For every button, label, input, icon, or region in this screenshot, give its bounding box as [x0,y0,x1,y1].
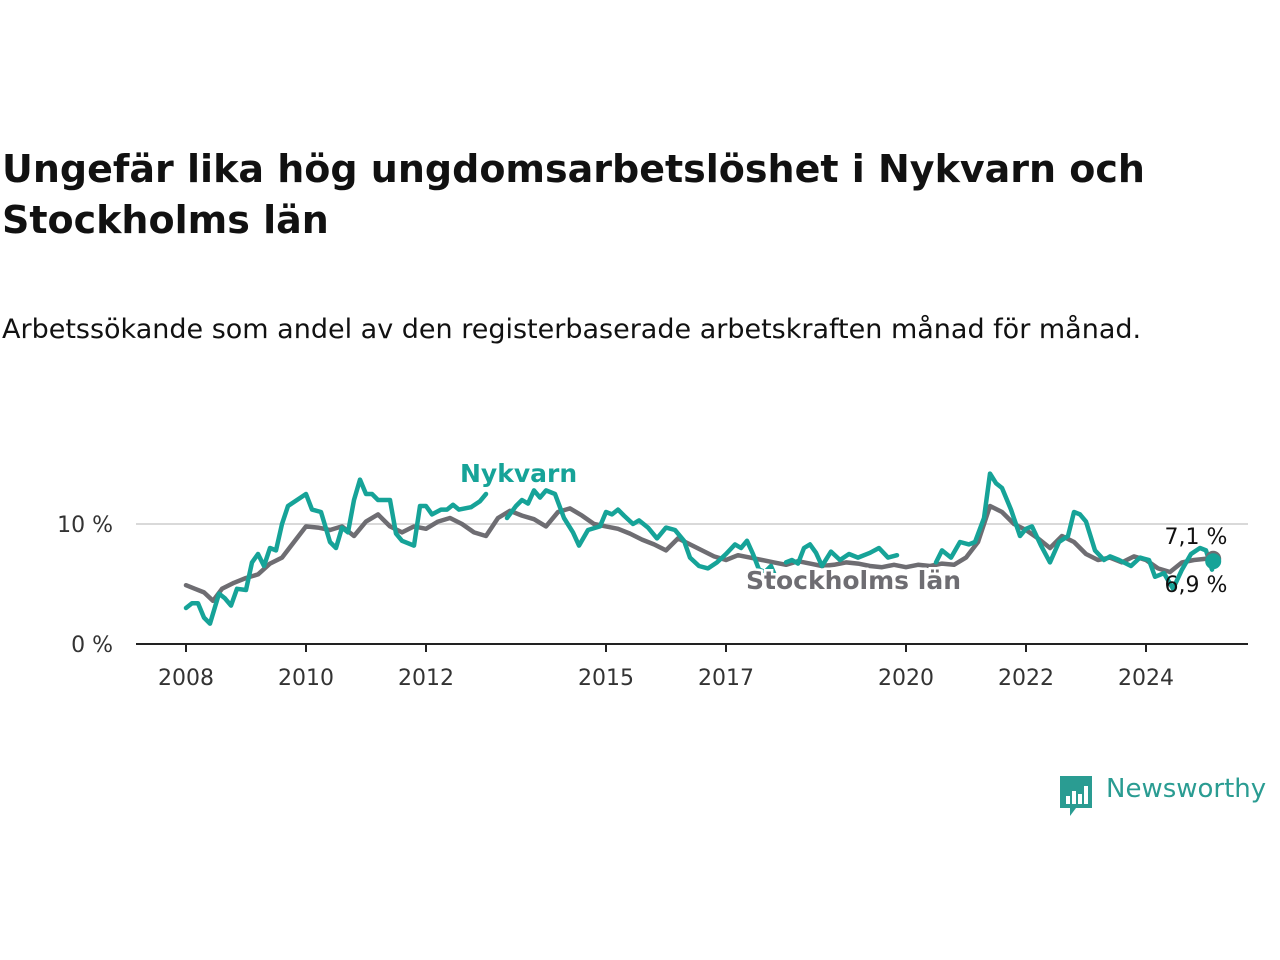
newsworthy-logo[interactable]: Newsworthy [1058,772,1280,818]
series-label-nykvarn: Nykvarn [460,459,577,488]
x-tick-label: 2015 [578,666,634,691]
x-axis-ticks: 2008 2010 2012 2015 2017 2020 2022 2024 [158,644,1174,691]
x-tick-label: 2010 [278,666,334,691]
series-line-nykvarn-3 [783,542,900,569]
x-tick-label: 2022 [998,666,1054,691]
y-axis-ticks: 0 % 10 % [57,513,113,658]
x-tick-label: 2008 [158,666,214,691]
series-lines [183,471,1215,626]
newsworthy-bar-chart-icon [1060,776,1092,816]
y-tick-label: 0 % [71,633,113,658]
y-tick-label: 10 % [57,513,113,538]
series-line-nykvarn-2 [504,488,780,583]
x-tick-label: 2012 [398,666,454,691]
end-value-stockholms-lan: 7,1 % [1165,525,1228,550]
x-tick-label: 2017 [698,666,754,691]
brand-name: Newsworthy [1106,774,1267,804]
chart-title: Ungefär lika hög ungdomsarbetslöshet i N… [2,147,1145,242]
x-tick-label: 2024 [1118,666,1174,691]
end-marker-nykvarn [1205,553,1222,570]
end-value-nykvarn: 6,9 % [1165,573,1228,598]
chart-subtitle: Arbetssökande som andel av den registerb… [2,314,1142,345]
line-chart: 0 % 10 % 2008 2010 2012 2015 2017 2020 2022 2024… [57,459,1248,691]
series-line-nykvarn [183,477,489,626]
x-tick-label: 2020 [878,666,934,691]
series-labels: 7,1 % 6,9 % Nykvarn Stockholms län [460,459,1227,598]
series-label-stockholms-lan: Stockholms län [746,566,961,595]
series-line-nykvarn-4 [933,471,1215,592]
